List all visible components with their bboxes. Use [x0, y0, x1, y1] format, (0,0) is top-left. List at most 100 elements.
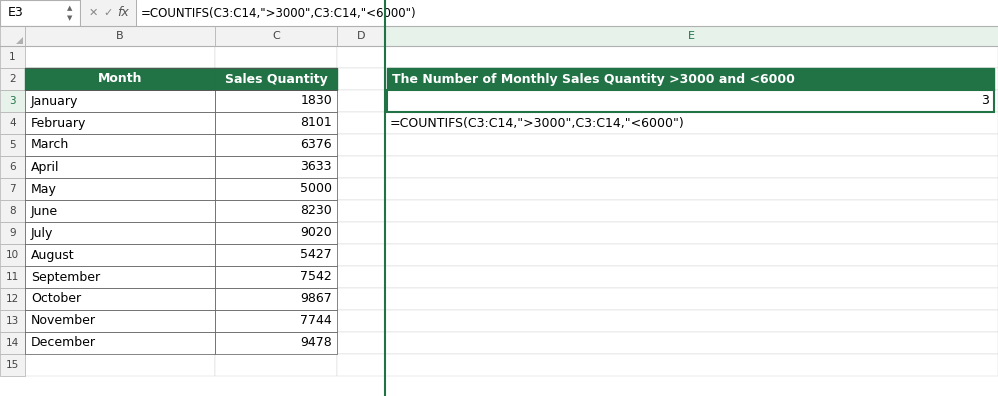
Bar	[0, 112, 25, 134]
Bar	[25, 90, 215, 112]
Bar	[385, 156, 998, 178]
Bar	[387, 68, 994, 90]
Text: August: August	[31, 249, 75, 261]
Bar	[215, 134, 337, 156]
Bar	[337, 266, 385, 288]
Text: 3633: 3633	[300, 160, 332, 173]
Bar	[25, 134, 215, 156]
Bar	[337, 332, 385, 354]
Text: ✓: ✓	[104, 8, 113, 18]
Text: 7: 7	[9, 184, 16, 194]
Bar	[337, 244, 385, 266]
Bar	[337, 288, 385, 310]
Text: September: September	[31, 270, 100, 284]
Bar	[0, 222, 25, 244]
Bar	[25, 200, 215, 222]
Bar	[215, 332, 337, 354]
Bar	[337, 68, 385, 90]
Text: 9: 9	[9, 228, 16, 238]
Bar	[25, 68, 215, 90]
Bar	[25, 156, 215, 178]
Bar	[337, 26, 385, 46]
Text: 1: 1	[9, 52, 16, 62]
Text: 3: 3	[9, 96, 16, 106]
Bar	[385, 332, 998, 354]
Bar	[0, 156, 25, 178]
Bar	[25, 244, 215, 266]
Bar	[385, 222, 998, 244]
Text: November: November	[31, 314, 96, 327]
Bar	[337, 200, 385, 222]
Text: 12: 12	[6, 294, 19, 304]
Bar	[80, 0, 81, 26]
Text: 10: 10	[6, 250, 19, 260]
Bar	[215, 200, 337, 222]
Bar	[0, 310, 25, 332]
Text: E3: E3	[8, 6, 24, 19]
Text: 9478: 9478	[300, 337, 332, 350]
Bar	[215, 134, 337, 156]
Bar	[25, 288, 215, 310]
Bar	[385, 200, 998, 222]
Text: 2: 2	[9, 74, 16, 84]
Bar	[215, 26, 337, 46]
Bar	[0, 332, 25, 354]
Text: 6: 6	[9, 162, 16, 172]
Text: October: October	[31, 293, 81, 305]
Bar	[215, 244, 337, 266]
Text: Month: Month	[98, 72, 143, 86]
Text: December: December	[31, 337, 96, 350]
Bar	[0, 0, 80, 26]
Text: E: E	[688, 31, 695, 41]
Bar	[215, 222, 337, 244]
Bar	[0, 90, 25, 112]
Bar	[136, 0, 137, 26]
Bar	[25, 354, 215, 376]
Bar	[25, 310, 215, 332]
Text: July: July	[31, 227, 53, 240]
Text: B: B	[116, 31, 124, 41]
Bar	[385, 68, 998, 90]
Text: The Number of Monthly Sales Quantity >3000 and <6000: The Number of Monthly Sales Quantity >30…	[392, 72, 794, 86]
Bar	[25, 68, 337, 90]
Bar	[215, 68, 337, 90]
Bar	[337, 112, 385, 134]
Text: C: C	[272, 31, 279, 41]
Text: fx: fx	[117, 6, 129, 19]
Bar	[215, 178, 337, 200]
Text: 5: 5	[9, 140, 16, 150]
Text: 14: 14	[6, 338, 19, 348]
Bar	[385, 112, 998, 134]
Bar	[81, 0, 136, 26]
Bar	[137, 0, 998, 26]
Text: 4: 4	[9, 118, 16, 128]
Bar	[385, 266, 998, 288]
Text: March: March	[31, 139, 69, 152]
Bar	[337, 90, 385, 112]
Bar	[25, 332, 215, 354]
Bar	[385, 46, 998, 68]
Bar	[0, 354, 25, 376]
Bar	[0, 26, 25, 46]
Bar	[337, 46, 385, 68]
Bar	[215, 90, 337, 112]
Bar	[25, 266, 215, 288]
Bar	[215, 156, 337, 178]
Text: 8: 8	[9, 206, 16, 216]
Text: 1830: 1830	[300, 95, 332, 107]
Bar	[25, 332, 215, 354]
Bar	[25, 178, 215, 200]
Bar	[337, 156, 385, 178]
Text: January: January	[31, 95, 79, 107]
Bar	[0, 200, 25, 222]
Text: =COUNTIFS(C3:C14,">3000",C3:C14,"<6000"): =COUNTIFS(C3:C14,">3000",C3:C14,"<6000")	[390, 116, 685, 129]
Text: 5427: 5427	[300, 249, 332, 261]
Text: 13: 13	[6, 316, 19, 326]
Bar	[337, 134, 385, 156]
Bar	[25, 68, 215, 90]
Bar	[215, 266, 337, 288]
Bar	[385, 90, 998, 112]
Bar	[215, 266, 337, 288]
Bar	[385, 288, 998, 310]
Bar	[25, 134, 215, 156]
